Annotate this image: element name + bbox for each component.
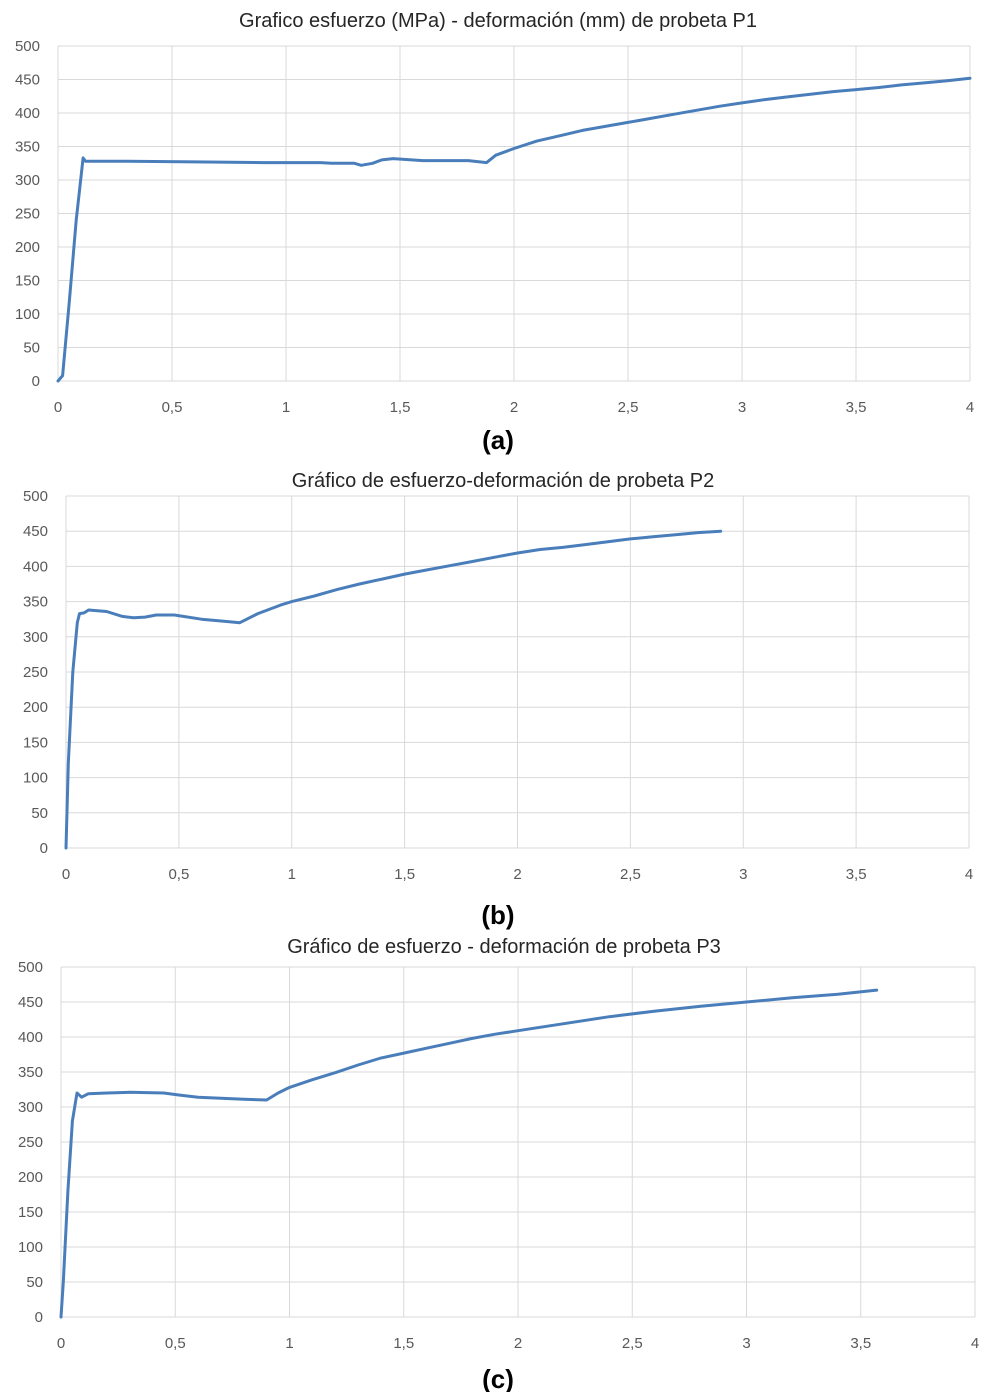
- x-tick-label: 2,5: [618, 399, 639, 416]
- y-tick-label: 100: [23, 770, 48, 787]
- chart-p1: Grafico esfuerzo (MPa) - deformación (mm…: [15, 10, 974, 455]
- x-tick-label: 0,5: [168, 866, 189, 883]
- tick-labels: 0 50 100 150 200 250 300 350 400 450 500 0 0,5 1 1,5 2 2…: [18, 959, 979, 1352]
- x-tick-label: 2,5: [622, 1335, 643, 1352]
- x-tick-label: 2: [514, 1335, 522, 1352]
- y-tick-label: 0: [35, 1309, 43, 1326]
- y-tick-label: 450: [15, 72, 40, 89]
- chart-title: Grafico esfuerzo (MPa) - deformación (mm…: [239, 10, 757, 32]
- y-tick-label: 350: [15, 139, 40, 156]
- chart-title: Gráfico de esfuerzo-deformación de probe…: [292, 470, 714, 492]
- x-tick-label: 0: [57, 1335, 65, 1352]
- x-tick-label: 4: [965, 866, 973, 883]
- tick-labels: 0 50 100 150 200 250 300 350 400 450 500 0 0,5 1 1,5 2 2…: [15, 38, 974, 416]
- y-tick-label: 200: [23, 699, 48, 716]
- y-tick-label: 450: [23, 523, 48, 540]
- gridlines: [65, 495, 970, 849]
- x-tick-label: 1: [285, 1335, 293, 1352]
- series-line: [56, 76, 972, 383]
- x-tick-label: 0,5: [165, 1335, 186, 1352]
- series-group: [64, 529, 723, 850]
- y-tick-label: 0: [40, 840, 48, 857]
- y-tick-label: 150: [15, 273, 40, 290]
- y-tick-label: 250: [23, 664, 48, 681]
- y-tick-label: 350: [18, 1064, 43, 1081]
- chart-p2: Gráfico de esfuerzo-deformación de probe…: [23, 470, 973, 930]
- y-tick-label: 50: [26, 1274, 43, 1291]
- x-tick-label: 2: [513, 866, 521, 883]
- y-tick-label: 150: [23, 734, 48, 751]
- x-tick-label: 3,5: [850, 1335, 871, 1352]
- y-tick-label: 200: [18, 1169, 43, 1186]
- x-tick-label: 1,5: [394, 866, 415, 883]
- panel-label: (b): [481, 900, 514, 930]
- y-tick-label: 100: [18, 1239, 43, 1256]
- x-tick-label: 3: [738, 399, 746, 416]
- series-line: [59, 988, 879, 1319]
- x-tick-label: 3: [742, 1335, 750, 1352]
- tick-labels: 0 50 100 150 200 250 300 350 400 450 500 0 0,5 1 1,5 2 2…: [23, 488, 973, 883]
- y-tick-label: 250: [15, 206, 40, 223]
- x-tick-label: 3,5: [846, 866, 867, 883]
- x-tick-label: 4: [966, 399, 974, 416]
- y-tick-label: 500: [15, 38, 40, 55]
- x-tick-label: 3,5: [846, 399, 867, 416]
- series-line: [64, 529, 723, 850]
- y-tick-label: 250: [18, 1134, 43, 1151]
- series-group: [59, 988, 879, 1319]
- y-tick-label: 100: [15, 306, 40, 323]
- y-tick-label: 350: [23, 594, 48, 611]
- y-tick-label: 0: [32, 373, 40, 390]
- y-tick-label: 300: [18, 1099, 43, 1116]
- gridlines: [60, 966, 976, 1318]
- chart-p3: Gráfico de esfuerzo - deformación de pro…: [18, 936, 979, 1392]
- y-tick-label: 300: [15, 172, 40, 189]
- x-tick-label: 0: [54, 399, 62, 416]
- x-tick-label: 2: [510, 399, 518, 416]
- x-tick-label: 1,5: [390, 399, 411, 416]
- chart-title: Gráfico de esfuerzo - deformación de pro…: [287, 936, 721, 958]
- panel-label: (a): [482, 425, 514, 455]
- panel-label: (c): [482, 1364, 514, 1392]
- y-tick-label: 500: [23, 488, 48, 505]
- x-tick-label: 0,5: [162, 399, 183, 416]
- y-tick-label: 150: [18, 1204, 43, 1221]
- y-tick-label: 400: [23, 558, 48, 575]
- x-tick-label: 4: [971, 1335, 979, 1352]
- y-tick-label: 200: [15, 239, 40, 256]
- x-tick-label: 3: [739, 866, 747, 883]
- y-tick-label: 500: [18, 959, 43, 976]
- x-tick-label: 1: [282, 399, 290, 416]
- x-tick-label: 1,5: [393, 1335, 414, 1352]
- series-group: [56, 76, 972, 383]
- y-tick-label: 50: [23, 340, 40, 357]
- y-tick-label: 450: [18, 994, 43, 1011]
- x-tick-label: 2,5: [620, 866, 641, 883]
- x-tick-label: 1: [288, 866, 296, 883]
- y-tick-label: 50: [31, 805, 48, 822]
- x-tick-label: 0: [62, 866, 70, 883]
- y-tick-label: 300: [23, 629, 48, 646]
- y-tick-label: 400: [15, 105, 40, 122]
- y-tick-label: 400: [18, 1029, 43, 1046]
- gridlines: [57, 45, 971, 382]
